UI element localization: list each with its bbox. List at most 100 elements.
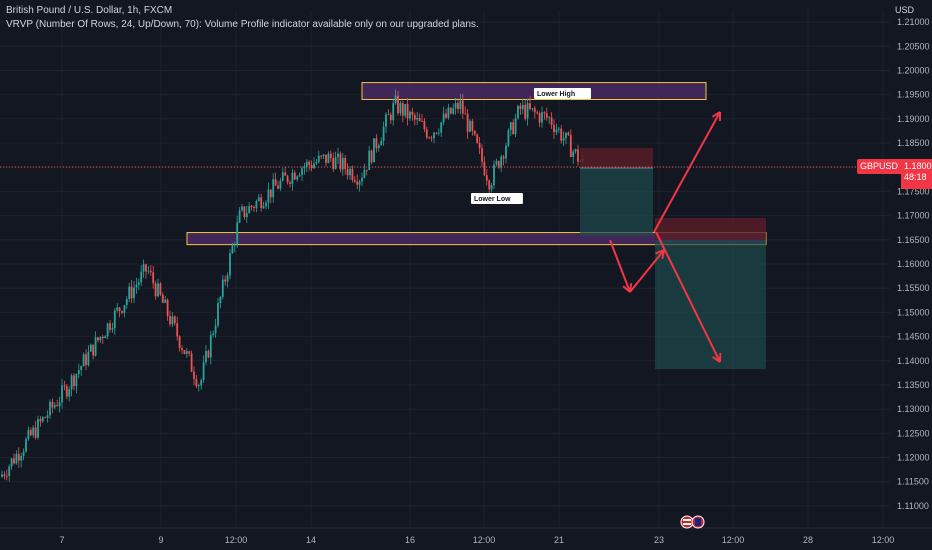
take-profit-box-2[interactable]: [655, 240, 766, 369]
candle-body: [3, 474, 6, 476]
candle-body: [433, 132, 435, 139]
candle-body: [351, 168, 354, 180]
x-tick-label: 12:00: [722, 535, 745, 545]
take-profit-box[interactable]: [580, 168, 653, 236]
lower-high-label-text: Lower High: [537, 91, 575, 98]
y-tick-label: 1.15000: [897, 307, 930, 317]
candle-body: [77, 370, 80, 374]
candle-body: [303, 166, 306, 169]
price-axis[interactable]: 1.21000 1.20500 1.20000 1.19500 1.19000 1.185…: [890, 0, 932, 550]
candle-body: [243, 206, 246, 218]
candle-body: [63, 385, 66, 387]
trend-arrow[interactable]: [629, 249, 665, 293]
candle-body: [286, 175, 289, 183]
candle-body: [337, 153, 339, 158]
stop-loss-box[interactable]: [580, 148, 653, 168]
candle-body: [385, 114, 387, 127]
candle-body: [481, 148, 483, 162]
candle-body: [51, 401, 54, 408]
candle-body: [339, 153, 342, 170]
candle-body: [483, 161, 486, 176]
trend-arrow[interactable]: [655, 231, 721, 363]
stop-loss-box-2[interactable]: [655, 218, 766, 240]
y-tick-label: 1.18500: [897, 138, 930, 148]
y-tick-label: 1.19500: [897, 90, 930, 100]
y-tick-label: 1.12000: [897, 453, 930, 463]
candle-body: [260, 197, 263, 209]
candle-body: [224, 279, 227, 282]
candle-body: [411, 111, 414, 115]
y-tick-label: 1.19000: [897, 114, 930, 124]
candle-body: [291, 172, 294, 184]
candle-body: [550, 117, 553, 126]
candle-body: [70, 375, 73, 390]
candle-body: [409, 111, 411, 119]
candle-body: [553, 125, 555, 133]
candle-body: [320, 155, 323, 157]
trend-arrow[interactable]: [609, 239, 631, 293]
candle-body: [524, 104, 527, 119]
candle-body: [565, 132, 567, 139]
candle-body: [157, 283, 159, 297]
candle-body: [365, 169, 368, 171]
candle-body: [202, 362, 205, 381]
time-axis[interactable]: 7 9 12:00 14 16 12:00 21 23 12:00 28 12:00: [0, 527, 932, 545]
lower-high-label[interactable]: Lower High: [534, 88, 591, 99]
candle-body: [404, 104, 407, 116]
candle-body: [248, 205, 251, 214]
candle-body: [68, 389, 71, 397]
y-tick-label: 1.17500: [897, 186, 930, 196]
candle-body: [325, 154, 327, 164]
candle-body: [118, 307, 121, 311]
candle-body: [387, 114, 390, 116]
candle-body: [389, 114, 392, 121]
candle-body: [17, 453, 20, 461]
candle-body: [466, 113, 469, 132]
candle-body: [418, 117, 421, 122]
candle-body: [469, 120, 471, 132]
price-tag-countdown: 48:18: [904, 172, 927, 182]
y-tick-label: 1.20500: [897, 41, 930, 51]
economic-events-icon[interactable]: [680, 515, 706, 529]
x-tick-label: 16: [405, 535, 415, 545]
candle-body: [125, 299, 128, 306]
candle-body: [531, 108, 534, 110]
trend-arrow[interactable]: [653, 111, 721, 233]
candle-body: [137, 282, 140, 285]
candle-body: [173, 316, 176, 324]
candle-body: [421, 121, 423, 122]
candle-body: [195, 378, 198, 387]
candle-body: [171, 316, 174, 325]
x-tick-label: 9: [158, 535, 163, 545]
candle-body: [58, 402, 61, 407]
symbol-title[interactable]: British Pound / U.S. Dollar, 1h, FXCM: [6, 5, 173, 16]
lower-low-label[interactable]: Lower Low: [471, 193, 523, 204]
candle-body: [245, 213, 248, 218]
candle-body: [289, 182, 291, 184]
candle-body: [183, 350, 186, 354]
candle-body: [10, 458, 13, 467]
candle-body: [161, 294, 164, 303]
candle-body: [356, 181, 359, 185]
candle-body: [509, 122, 512, 131]
candle-body: [190, 353, 193, 372]
candle-body: [577, 149, 579, 162]
y-tick-label: 1.17000: [897, 211, 930, 221]
candle-body: [269, 189, 272, 198]
price-tag-value: 1.18005 48:18: [901, 159, 932, 189]
x-tick-label: 7: [59, 535, 64, 545]
x-tick-label: 12:00: [473, 535, 496, 545]
candle-body: [176, 323, 179, 337]
candle-body: [111, 328, 114, 330]
candle-body: [505, 145, 507, 159]
candle-body: [541, 112, 543, 123]
currency-label[interactable]: USD: [894, 5, 914, 15]
candle-body: [305, 161, 308, 167]
candle-body: [166, 299, 169, 316]
candle-body: [517, 105, 519, 119]
candle-body: [332, 158, 335, 169]
lower-high-label-bg: [534, 88, 591, 99]
candle-body: [373, 138, 375, 163]
candle-body: [147, 270, 150, 272]
